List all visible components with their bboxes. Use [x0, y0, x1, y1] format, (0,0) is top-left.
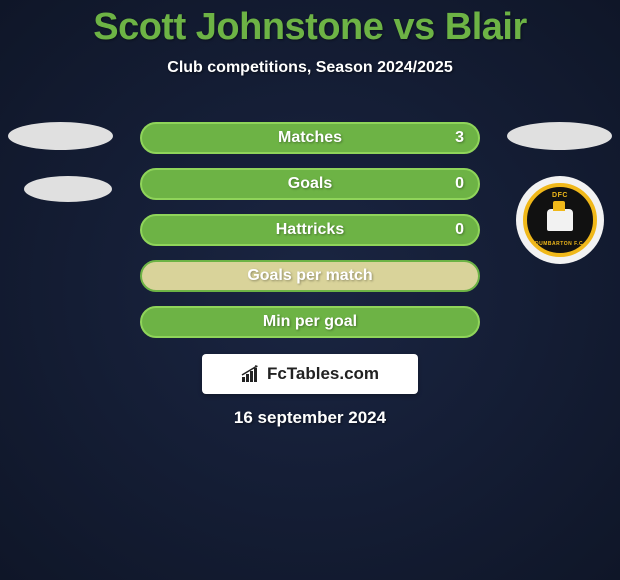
crest-elephant-icon	[547, 209, 573, 231]
player-right-photo-placeholder	[507, 122, 612, 150]
stat-row-goals: Goals 0	[140, 168, 480, 200]
date-label: 16 september 2024	[0, 408, 620, 428]
stat-label: Goals	[288, 175, 332, 193]
site-logo-text: FcTables.com	[267, 364, 379, 384]
stat-row-min-per-goal: Min per goal	[140, 306, 480, 338]
club-left-crest-placeholder	[24, 176, 112, 202]
page-title: Scott Johnstone vs Blair	[0, 0, 620, 49]
stat-row-hattricks: Hattricks 0	[140, 214, 480, 246]
club-right-crest: DFC DUMBARTON F.C.	[516, 176, 604, 264]
stat-row-goals-per-match: Goals per match	[140, 260, 480, 292]
player-left-photo-placeholder	[8, 122, 113, 150]
crest-top-text: DFC	[552, 192, 568, 199]
site-logo[interactable]: FcTables.com	[202, 354, 418, 394]
subtitle: Club competitions, Season 2024/2025	[0, 59, 620, 77]
crest-bottom-text: DUMBARTON F.C.	[535, 241, 585, 247]
crest-badge: DFC DUMBARTON F.C.	[523, 183, 597, 257]
stat-label: Hattricks	[276, 221, 344, 239]
stat-row-matches: Matches 3	[140, 122, 480, 154]
stat-label: Goals per match	[247, 267, 372, 285]
stat-label: Matches	[278, 129, 342, 147]
stats-container: Matches 3 Goals 0 Hattricks 0 Goals per …	[140, 122, 480, 352]
bar-chart-icon	[241, 365, 263, 383]
stat-value: 0	[455, 175, 464, 193]
stat-value: 0	[455, 221, 464, 239]
stat-label: Min per goal	[263, 313, 357, 331]
stat-value: 3	[455, 129, 464, 147]
